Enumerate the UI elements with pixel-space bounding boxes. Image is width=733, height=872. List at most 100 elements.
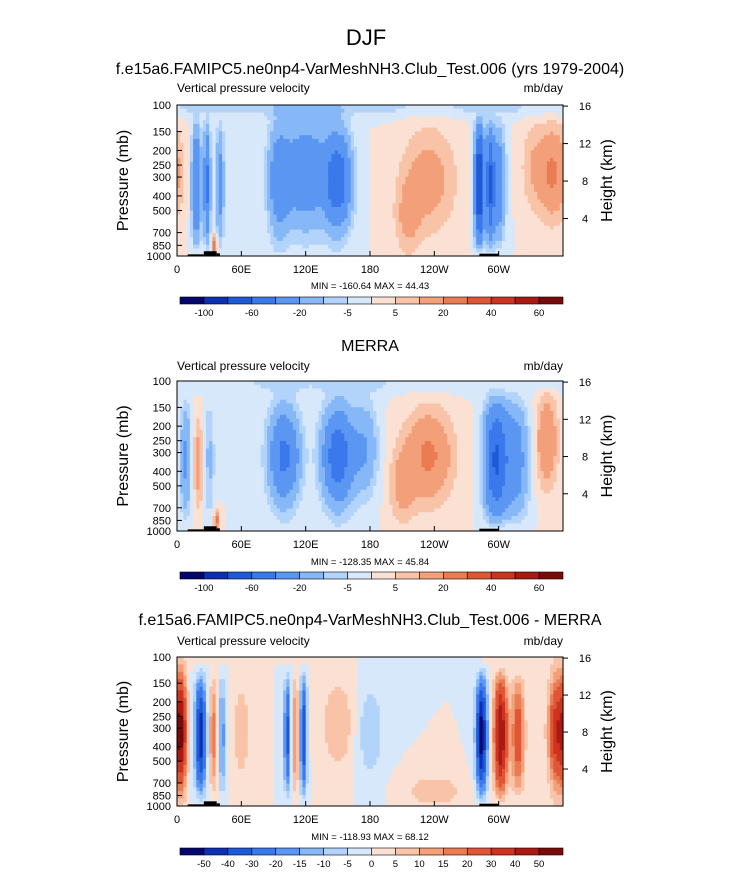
heatmap-cell bbox=[395, 165, 400, 170]
heatmap-cell bbox=[392, 138, 397, 144]
heatmap-cell bbox=[424, 127, 429, 133]
heatmap-cell bbox=[302, 157, 307, 163]
heatmap-cell bbox=[521, 116, 525, 121]
heatmap-cell bbox=[524, 138, 529, 144]
heatmap-cell bbox=[402, 157, 406, 163]
heatmap-cell bbox=[418, 150, 423, 155]
heatmap-cell bbox=[511, 112, 516, 117]
heatmap-cell bbox=[476, 142, 480, 148]
heatmap-cell bbox=[466, 146, 471, 151]
heatmap-cell bbox=[315, 120, 320, 125]
heatmap-cell bbox=[337, 146, 342, 151]
heatmap-cell bbox=[447, 165, 452, 170]
heatmap-cell bbox=[517, 120, 522, 125]
heatmap-cell bbox=[292, 116, 297, 121]
heatmap-cell bbox=[370, 135, 374, 140]
heatmap-cell bbox=[215, 161, 220, 167]
heatmap-cell bbox=[347, 131, 352, 136]
heatmap-cell bbox=[344, 127, 349, 133]
heatmap-cell bbox=[559, 120, 564, 125]
heatmap-cell bbox=[212, 131, 217, 136]
heatmap-cell bbox=[453, 146, 458, 151]
heatmap-cell bbox=[315, 123, 320, 129]
heatmap-cell bbox=[540, 165, 545, 170]
heatmap-cell bbox=[472, 116, 477, 121]
heatmap-cell bbox=[389, 116, 394, 121]
heatmap-cell bbox=[324, 157, 329, 163]
heatmap-cell bbox=[460, 161, 464, 167]
heatmap-cell bbox=[514, 116, 519, 121]
heatmap-cell bbox=[279, 157, 284, 163]
heatmap-cell bbox=[202, 146, 207, 151]
heatmap-cell bbox=[267, 138, 271, 144]
heatmap-cell bbox=[437, 154, 442, 159]
heatmap-cell bbox=[443, 154, 448, 159]
heatmap-cell bbox=[447, 142, 452, 148]
heatmap-cell bbox=[472, 154, 477, 159]
heatmap-cell bbox=[180, 161, 185, 167]
heatmap-cell bbox=[273, 127, 278, 133]
heatmap-cell bbox=[537, 157, 542, 163]
heatmap-cell bbox=[373, 142, 378, 148]
heatmap-cell bbox=[550, 135, 554, 140]
heatmap-cell bbox=[263, 135, 268, 140]
heatmap-cell bbox=[218, 169, 223, 174]
heatmap-cell bbox=[495, 142, 500, 148]
heatmap-cell bbox=[424, 105, 429, 110]
heatmap-cell bbox=[527, 131, 532, 136]
heatmap-cell bbox=[508, 105, 513, 110]
heatmap-cell bbox=[453, 112, 458, 117]
heatmap-cell bbox=[472, 127, 477, 133]
heatmap-cell bbox=[437, 142, 442, 148]
heatmap-cell bbox=[341, 116, 345, 121]
heatmap-cell bbox=[489, 138, 493, 144]
heatmap-cell bbox=[466, 138, 471, 144]
heatmap-cell bbox=[238, 157, 242, 163]
heatmap-cell bbox=[318, 150, 323, 155]
heatmap-cell bbox=[199, 135, 204, 140]
heatmap-cell bbox=[363, 131, 368, 136]
heatmap-cell bbox=[337, 120, 342, 125]
heatmap-cell bbox=[205, 135, 210, 140]
heatmap-cell bbox=[530, 127, 535, 133]
heatmap-cell bbox=[189, 135, 194, 140]
heatmap-cell bbox=[225, 165, 230, 170]
heatmap-cell bbox=[212, 138, 217, 144]
heatmap-cell bbox=[231, 131, 236, 136]
heatmap-cell bbox=[466, 105, 471, 110]
heatmap-cell bbox=[447, 127, 452, 133]
heatmap-cell bbox=[559, 165, 564, 170]
heatmap-cell bbox=[476, 154, 480, 159]
heatmap-cell bbox=[373, 135, 378, 140]
heatmap-cell bbox=[472, 135, 477, 140]
heatmap-cell bbox=[189, 154, 194, 159]
heatmap-cell bbox=[222, 105, 226, 110]
heatmap-cell bbox=[225, 146, 230, 151]
heatmap-cell bbox=[370, 108, 374, 114]
heatmap-cell bbox=[395, 157, 400, 163]
heatmap-cell bbox=[450, 161, 455, 167]
heatmap-cell bbox=[440, 120, 445, 125]
heatmap-cell bbox=[501, 120, 506, 125]
heatmap-cell bbox=[357, 150, 361, 155]
heatmap-cell bbox=[209, 123, 213, 129]
heatmap-cell bbox=[308, 112, 313, 117]
heatmap-cell bbox=[382, 146, 387, 151]
heatmap-cell bbox=[534, 165, 538, 170]
heatmap-cell bbox=[559, 116, 564, 121]
heatmap-cell bbox=[463, 150, 468, 155]
panel-title: f.e15a6.FAMIPC5.ne0np4-VarMeshNH3.Club_T… bbox=[116, 61, 624, 78]
heatmap-cell bbox=[472, 105, 477, 110]
heatmap-cell bbox=[270, 120, 275, 125]
heatmap-cell bbox=[553, 135, 558, 140]
heatmap-cell bbox=[270, 108, 275, 114]
heatmap-cell bbox=[479, 120, 484, 125]
heatmap-cell bbox=[431, 127, 435, 133]
heatmap-cell bbox=[324, 165, 329, 170]
heatmap-cell bbox=[427, 105, 432, 110]
heatmap-cell bbox=[534, 157, 538, 163]
heatmap-cell bbox=[379, 142, 384, 148]
heatmap-cell bbox=[530, 138, 535, 144]
heatmap-cell bbox=[231, 146, 236, 151]
heatmap-cell bbox=[199, 146, 204, 151]
